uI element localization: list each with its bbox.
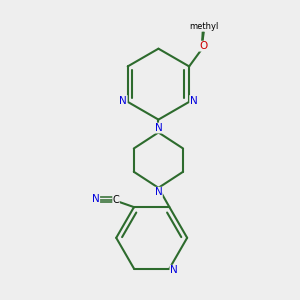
Text: O: O bbox=[199, 41, 207, 51]
Text: N: N bbox=[154, 187, 162, 197]
Text: methyl: methyl bbox=[190, 22, 219, 31]
Text: N: N bbox=[154, 123, 162, 133]
Text: N: N bbox=[190, 95, 197, 106]
Text: N: N bbox=[170, 265, 178, 275]
Text: N: N bbox=[92, 194, 100, 204]
Text: C: C bbox=[113, 195, 119, 205]
Text: N: N bbox=[119, 95, 127, 106]
